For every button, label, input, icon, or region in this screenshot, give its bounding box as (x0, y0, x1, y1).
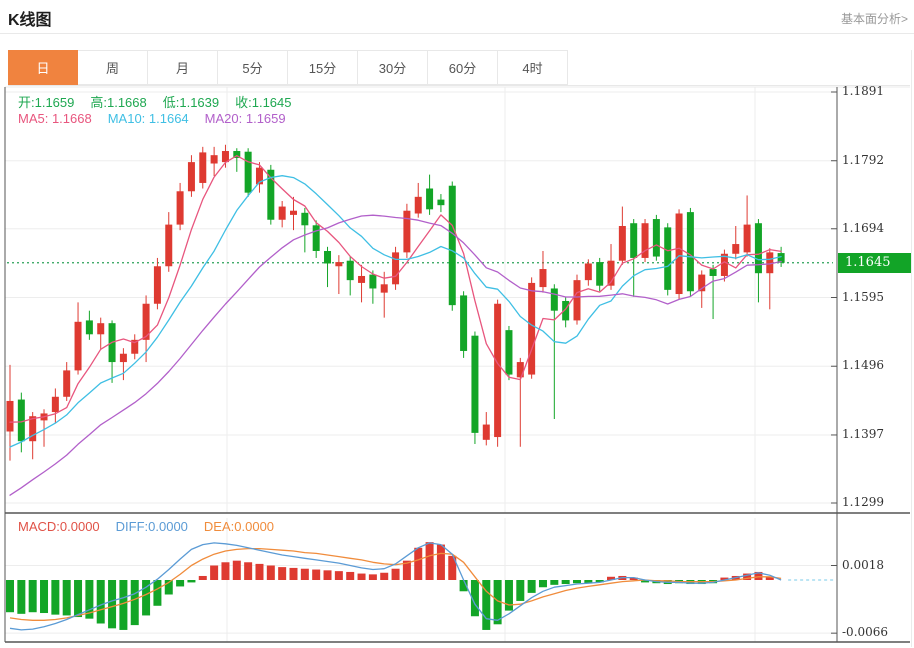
macd-legend: MACD:0.0000 DIFF:0.0000 DEA:0.0000 (18, 519, 290, 534)
legend-high: 高:1.1668 (90, 95, 147, 110)
tab-周[interactable]: 周 (78, 50, 148, 85)
axis-label: 1.1792 (842, 152, 884, 167)
axis-label: 1.1891 (842, 84, 884, 98)
legend-dea: DEA:0.0000 (203, 519, 275, 534)
axis-label: 1.1496 (842, 358, 884, 373)
legend-macd: MACD:0.0000 (18, 519, 100, 534)
fundamental-analysis-link[interactable]: 基本面分析> (840, 12, 908, 26)
legend-open: 开:1.1659 (18, 95, 75, 110)
axis-label: 1.1694 (842, 220, 884, 235)
legend-low: 低:1.1639 (162, 95, 220, 110)
tab-60分[interactable]: 60分 (428, 50, 498, 85)
period-tabbar: 日周月 5分 15分 30分 60分 4时 (8, 50, 910, 86)
legend-diff: DIFF:0.0000 (115, 519, 188, 534)
legend-ma5: MA5: 1.1668 (18, 111, 92, 126)
legend-ma10: MA10: 1.1664 (107, 111, 189, 126)
axis-label: 1.1595 (842, 289, 884, 304)
chart-frame (5, 50, 912, 647)
tab-15分[interactable]: 15分 (288, 50, 358, 85)
ohlc-legend: 开:1.1659 高:1.1668 低:1.1639 收:1.1645 (18, 92, 308, 111)
header-divider (0, 33, 914, 34)
tab-日[interactable]: 日 (8, 50, 78, 85)
axis-label: 0.0018 (842, 557, 884, 572)
legend-close: 收:1.1645 (235, 95, 292, 110)
tab-月[interactable]: 月 (148, 50, 218, 85)
axis-label: 1.1299 (842, 495, 884, 509)
legend-ma20: MA20: 1.1659 (204, 111, 286, 126)
tab-4时[interactable]: 4时 (498, 50, 568, 85)
current-price-badge: 1.1645 (838, 252, 911, 273)
axis-label: -0.0066 (842, 625, 889, 640)
ma-legend: MA5: 1.1668 MA10: 1.1664 MA20: 1.1659 (18, 111, 302, 126)
tab-30分[interactable]: 30分 (358, 50, 428, 85)
tab-5分[interactable]: 5分 (218, 50, 288, 85)
page-title: K线图 (8, 12, 52, 29)
axis-label: 1.1397 (842, 426, 884, 441)
